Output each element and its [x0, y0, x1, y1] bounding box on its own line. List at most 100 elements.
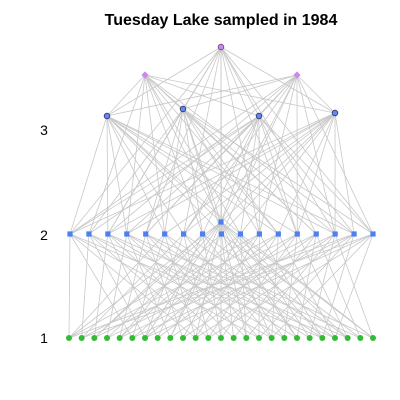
level2-node [351, 231, 357, 237]
producer-node [205, 335, 212, 341]
level3-node [255, 112, 263, 120]
food-link [119, 221, 222, 339]
food-link [88, 108, 184, 235]
food-link [126, 112, 336, 235]
food-link [81, 233, 184, 339]
food-link [107, 108, 184, 235]
producer-node [180, 335, 186, 341]
food-link [220, 46, 336, 235]
level2-node [294, 231, 300, 237]
level2-node [256, 231, 262, 237]
producer-node [243, 335, 250, 341]
food-link [93, 233, 109, 339]
producer-node [319, 335, 326, 341]
food-link [144, 74, 336, 114]
top-predator-node [217, 43, 225, 51]
level2-node [124, 231, 130, 237]
food-link [182, 108, 222, 235]
producer-node [78, 335, 85, 341]
producer-node [66, 335, 72, 341]
food-link [258, 115, 298, 235]
food-link [144, 74, 241, 235]
food-link [68, 233, 165, 339]
food-link [145, 108, 184, 235]
food-link [169, 221, 222, 339]
food-link [145, 115, 260, 235]
food-link [94, 233, 203, 339]
top-predator-node [293, 71, 301, 79]
producer-node [370, 335, 376, 341]
food-link [195, 221, 222, 339]
food-link [106, 115, 222, 223]
food-link [106, 74, 146, 117]
food-link [144, 74, 166, 235]
producer-node [256, 335, 262, 341]
food-link [296, 112, 336, 235]
level2-node [199, 231, 206, 237]
level-label-2: 2 [40, 227, 48, 243]
food-link [106, 115, 184, 235]
food-link [321, 233, 355, 339]
food-link [258, 115, 317, 235]
food-link [182, 108, 374, 235]
food-link [220, 115, 260, 223]
food-link [220, 46, 260, 117]
producer-node [344, 335, 351, 341]
food-link [88, 74, 146, 235]
food-link [106, 74, 298, 117]
producer-node [306, 335, 313, 341]
food-link [69, 46, 222, 235]
food-link [106, 115, 166, 235]
level3-node [103, 112, 111, 120]
food-link [220, 221, 298, 339]
food-link [144, 74, 203, 235]
food-link [220, 221, 273, 339]
food-link [195, 233, 355, 339]
level2-node [105, 231, 111, 237]
producer-node [154, 335, 161, 341]
producer-node [192, 335, 199, 341]
producer-node [357, 335, 364, 341]
food-link [182, 108, 279, 235]
food-link [334, 233, 374, 339]
level2-node [313, 231, 319, 237]
food-link [69, 115, 260, 235]
level-label-3: 3 [40, 122, 48, 138]
food-link [144, 74, 355, 235]
nodes-layer [66, 43, 376, 341]
level2-node [218, 219, 224, 225]
food-link [81, 233, 90, 339]
level2-node [370, 231, 376, 237]
diagram-title: Tuesday Lake sampled in 1984 [105, 12, 338, 29]
food-link [277, 112, 336, 235]
level2-node [181, 231, 187, 237]
food-link [258, 233, 355, 339]
level2-node [67, 231, 73, 237]
food-link [68, 221, 222, 339]
food-link [182, 108, 222, 223]
food-link [94, 221, 222, 339]
food-link [106, 115, 109, 235]
food-link [144, 74, 222, 223]
food-link [182, 74, 298, 110]
food-link [69, 112, 336, 235]
food-link [126, 74, 146, 235]
level2-node [218, 231, 225, 237]
food-link [144, 221, 222, 339]
producer-node [129, 335, 136, 341]
food-link [81, 233, 374, 339]
food-link [68, 233, 355, 339]
producer-node [294, 335, 300, 341]
level3-node [331, 109, 339, 117]
food-link [88, 115, 260, 235]
food-link [182, 108, 317, 235]
producer-node [230, 335, 237, 341]
food-link [145, 46, 222, 235]
producer-node [142, 335, 148, 341]
food-link [220, 221, 348, 339]
food-link [220, 221, 374, 339]
producer-node [104, 335, 110, 341]
top-predator-node [141, 71, 149, 79]
food-link [68, 233, 71, 339]
